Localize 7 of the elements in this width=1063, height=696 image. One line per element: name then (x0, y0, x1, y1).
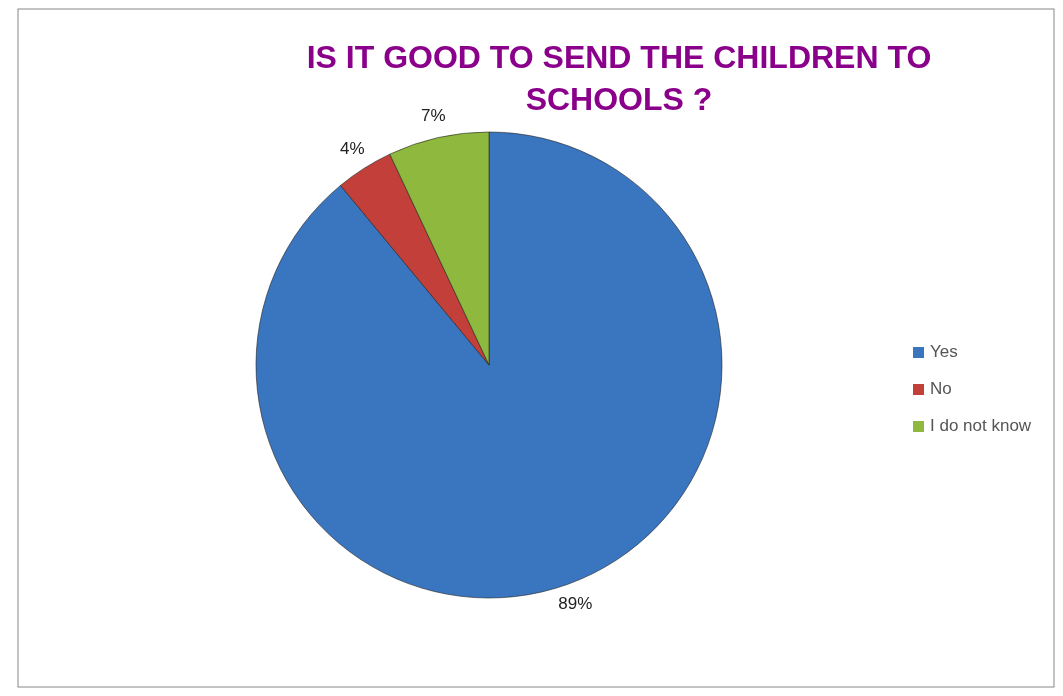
data-label: 89% (558, 594, 593, 614)
legend-label: No (930, 379, 952, 399)
data-label: 7% (421, 105, 446, 125)
legend-label: I do not know (930, 416, 1032, 436)
data-label: 4% (340, 139, 365, 159)
legend-label: Yes (930, 342, 958, 362)
pie-slice (255, 131, 723, 599)
